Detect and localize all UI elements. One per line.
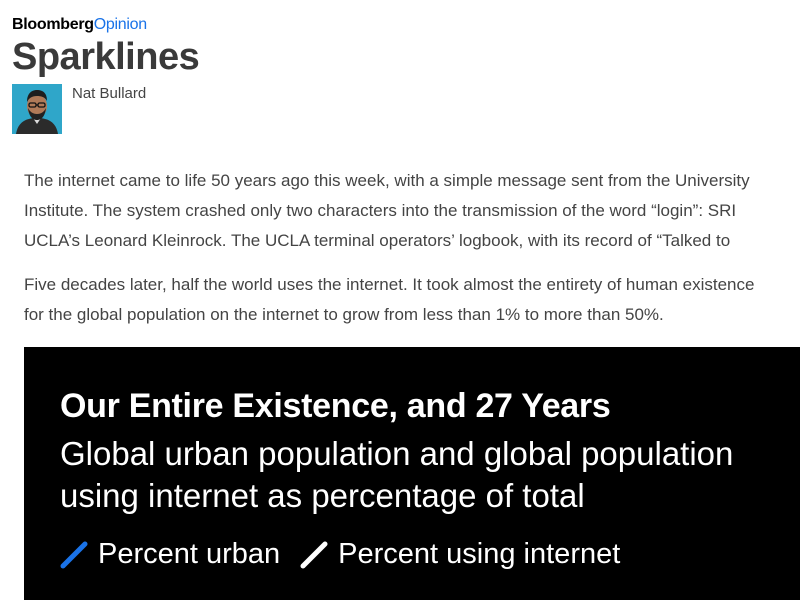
chart-legend: Percent urban Percent using internet: [60, 538, 640, 571]
paragraph-line: Five decades later, half the world uses …: [24, 275, 755, 294]
paragraph-line: for the global population on the interne…: [24, 305, 664, 324]
article-paragraph-1: The internet came to life 50 years ago t…: [24, 166, 800, 256]
paragraph-line: UCLA’s Leonard Kleinrock. The UCLA termi…: [24, 231, 731, 250]
brand-opinion: Opinion: [93, 16, 147, 33]
bloomberg-opinion-logo[interactable]: BloombergOpinion: [12, 16, 147, 34]
paragraph-line: Institute. The system crashed only two c…: [24, 201, 737, 220]
paragraph-line: The internet came to life 50 years ago t…: [24, 171, 750, 190]
legend-label: Percent urban: [98, 538, 281, 570]
author-avatar[interactable]: [12, 84, 62, 134]
legend-item-internet: Percent using internet: [300, 538, 620, 571]
brand-bloomberg: Bloomberg: [12, 16, 94, 33]
line-swatch-icon: [60, 541, 88, 568]
author-name[interactable]: Nat Bullard: [72, 85, 147, 102]
legend-item-urban: Percent urban: [60, 538, 280, 571]
legend-label: Percent using internet: [338, 538, 621, 570]
page-title: Sparklines: [12, 36, 200, 78]
chart-title: Our Entire Existence, and 27 Years: [60, 387, 611, 425]
article-paragraph-2: Five decades later, half the world uses …: [24, 270, 800, 330]
chart-subtitle: Global urban population and global popul…: [60, 435, 734, 514]
line-swatch-icon: [300, 541, 328, 568]
avatar-portrait-icon: [12, 84, 62, 134]
chart-card: Our Entire Existence, and 27 Years Globa…: [24, 347, 800, 600]
